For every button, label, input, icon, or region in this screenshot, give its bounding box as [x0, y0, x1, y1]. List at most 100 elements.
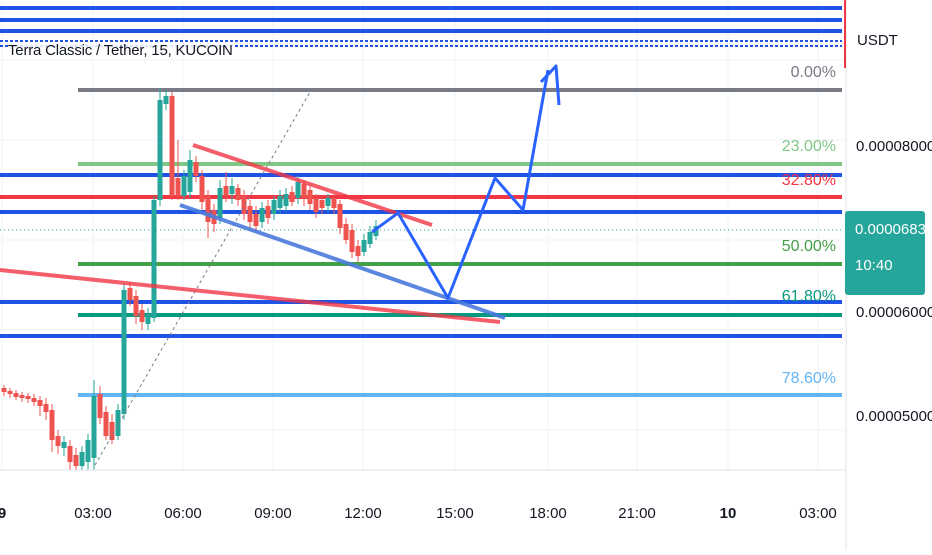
x-tick-label: 18:00: [529, 505, 567, 522]
candle-up: [61, 442, 67, 448]
candle-down: [193, 162, 199, 176]
candle-down: [343, 224, 349, 240]
y-tick-label: 0.00006000: [856, 304, 932, 321]
fib-label: 61.80%: [782, 288, 836, 305]
currency-label[interactable]: USDT: [857, 32, 898, 49]
candle-up: [187, 160, 193, 192]
candle-down: [289, 192, 295, 202]
candle-down: [13, 393, 19, 397]
candle-up: [373, 226, 379, 236]
x-tick-label: 15:00: [436, 505, 474, 522]
candle-down: [265, 206, 271, 218]
candle-down: [253, 214, 259, 226]
candle-up: [91, 396, 97, 458]
candle-down: [37, 400, 43, 406]
fib-labels: 0.00% 23.00% 32.80% 50.00% 61.80% 78.60%: [782, 64, 836, 387]
fib-label: 78.60%: [782, 370, 836, 387]
candle-down: [301, 184, 307, 198]
fib-label: 0.00%: [791, 64, 836, 81]
blue-trendline-wedge: [179, 203, 506, 320]
drawings: [0, 64, 561, 466]
candle-up: [85, 440, 91, 462]
candle-down: [7, 391, 13, 394]
x-tick-label: 03:00: [74, 505, 112, 522]
candle-down: [169, 96, 175, 196]
candle-up: [229, 186, 235, 194]
candle-down: [199, 176, 205, 202]
candle-down: [103, 412, 109, 436]
horizontal-lines: [0, 6, 842, 338]
candle-up: [181, 176, 187, 196]
symbol-title[interactable]: Terra Classic / Tether, 15, KUCOIN: [8, 42, 233, 59]
candle-down: [319, 200, 325, 208]
bar-countdown: 10:40: [855, 257, 893, 274]
candle-up: [295, 182, 301, 198]
fib-label: 32.80%: [782, 172, 836, 189]
candle-down: [73, 455, 79, 466]
candle-down: [349, 230, 355, 252]
candle-down: [49, 410, 55, 440]
candle-down: [337, 204, 343, 228]
candle-down: [307, 190, 313, 204]
current-price-badge: 0.00006834 10:40: [845, 211, 932, 295]
fib-lines: [78, 88, 842, 397]
candle-down: [97, 394, 103, 418]
candles: [1, 88, 379, 470]
fib-label: 23.00%: [782, 138, 836, 155]
candle-up: [145, 314, 151, 324]
candle-down: [241, 196, 247, 214]
candle-up: [361, 240, 367, 252]
candle-down: [355, 246, 361, 256]
candle-up: [259, 208, 265, 222]
candle-up: [157, 100, 163, 200]
candle-up: [115, 410, 121, 436]
candle-up: [151, 200, 157, 318]
candle-down: [1, 388, 7, 392]
candle-down: [205, 196, 211, 222]
x-tick-label: 9: [0, 505, 6, 522]
x-tick-label: 10: [720, 505, 737, 522]
red-trendline-wedge: [192, 143, 433, 227]
candle-down: [127, 288, 133, 300]
candle-down: [235, 188, 241, 200]
candle-down: [175, 178, 181, 196]
candle-down: [133, 296, 139, 316]
candle-up: [367, 232, 373, 244]
y-tick-label: 0.00005000: [856, 408, 932, 425]
projection-path: [371, 69, 550, 300]
candle-down: [43, 404, 49, 412]
x-tick-label: 12:00: [344, 505, 382, 522]
candle-down: [67, 446, 73, 462]
candle-up: [277, 196, 283, 208]
candle-down: [31, 398, 37, 402]
candle-down: [331, 198, 337, 208]
candle-up: [217, 188, 223, 218]
candle-up: [79, 452, 85, 466]
projection-arrowhead: [539, 64, 561, 106]
red-trendline-long: [0, 268, 501, 324]
grid-layer: [0, 0, 846, 470]
current-price-label: 0.00006834: [855, 221, 932, 238]
candle-up: [325, 198, 331, 206]
candle-up: [163, 96, 169, 104]
candle-down: [19, 395, 25, 398]
candle-up: [121, 290, 127, 414]
candle-down: [313, 198, 319, 212]
candle-down: [25, 396, 31, 399]
x-tick-label: 03:00: [799, 505, 837, 522]
candle-down: [247, 206, 253, 222]
candle-down: [55, 436, 61, 446]
candle-up: [283, 194, 289, 206]
x-tick-label: 21:00: [618, 505, 656, 522]
candle-down: [109, 422, 115, 440]
x-tick-label: 06:00: [164, 505, 202, 522]
price-axis-ticks: 0.00008000 0.00006000 0.00005000: [856, 138, 932, 425]
candle-up: [271, 200, 277, 214]
candle-down: [223, 186, 229, 196]
time-axis-ticks: 9 03:00 06:00 09:00 12:00 15:00 18:00 21:00 10 03…: [0, 505, 837, 522]
x-tick-label: 09:00: [254, 505, 292, 522]
fib-label: 50.00%: [782, 238, 836, 255]
candle-down: [139, 310, 145, 322]
